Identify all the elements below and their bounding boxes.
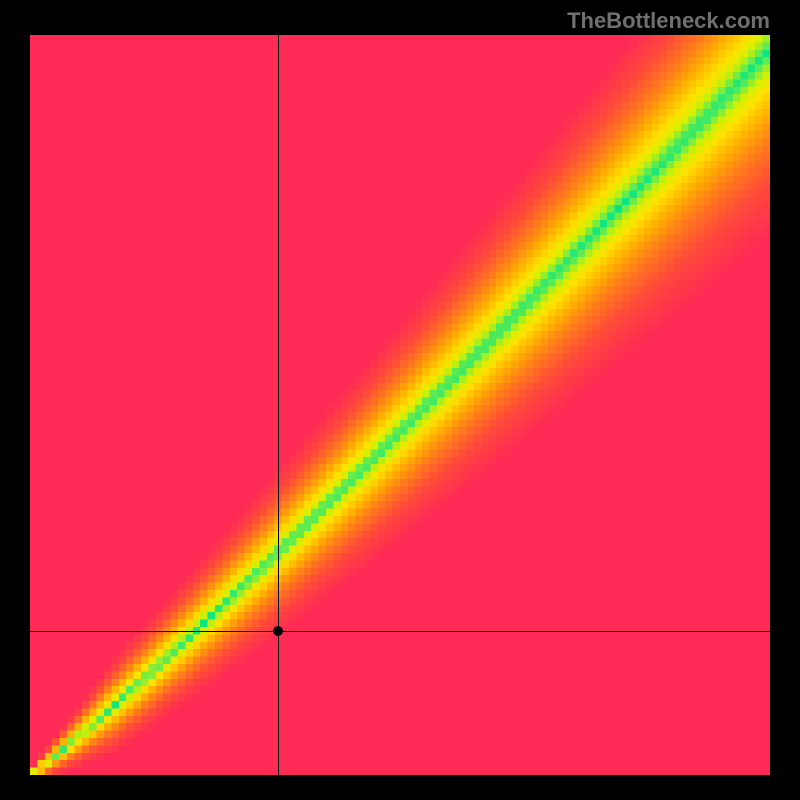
crosshair-vertical bbox=[278, 35, 279, 775]
marker-dot bbox=[273, 626, 283, 636]
heatmap-canvas bbox=[30, 35, 770, 775]
crosshair-horizontal bbox=[30, 631, 770, 632]
watermark-text: TheBottleneck.com bbox=[567, 8, 770, 34]
heatmap-plot bbox=[30, 35, 770, 775]
